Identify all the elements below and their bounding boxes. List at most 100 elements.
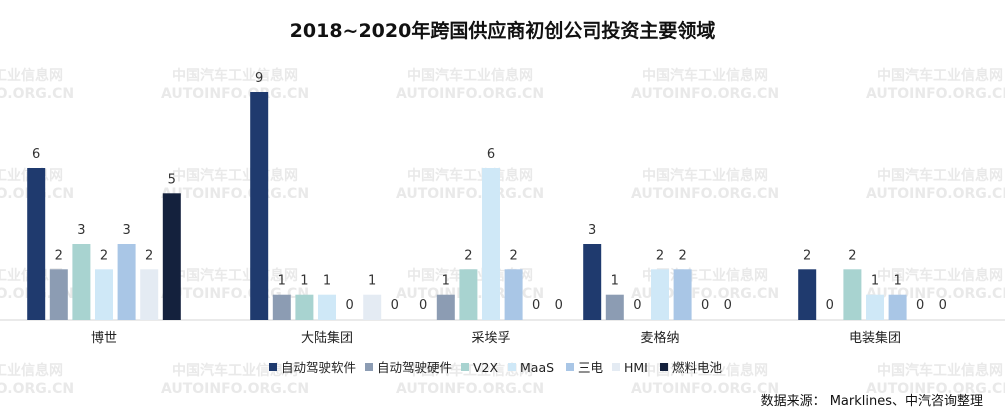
data-label: 5 — [168, 172, 176, 187]
bar — [436, 294, 455, 320]
category-label: 博世 — [91, 331, 117, 346]
legend-swatch — [612, 363, 620, 371]
data-label: 3 — [122, 223, 130, 238]
data-label: 2 — [803, 248, 811, 263]
data-label: 2 — [848, 248, 856, 263]
legend-swatch — [660, 363, 668, 371]
bar — [49, 269, 68, 320]
watermark-text: 中国汽车工业信息网 — [407, 167, 533, 184]
data-label: 1 — [323, 274, 331, 289]
source-note: 数据来源： Marklines、中汽咨询整理 — [760, 394, 983, 409]
legend-label: 燃料电池 — [672, 360, 723, 375]
data-label: 0 — [939, 298, 947, 313]
category-labels: 博世 大陆集团 采埃孚 麦格纳 电装集团 — [91, 330, 901, 346]
bar — [318, 294, 336, 320]
legend-label: 自动驾驶硬件 — [377, 360, 452, 375]
data-label: 3 — [77, 223, 85, 238]
watermark-text: AUTOINFO.ORG.CN — [0, 381, 74, 397]
watermark-text: AUTOINFO.ORG.CN — [866, 381, 1005, 397]
data-label: 0 — [345, 298, 353, 313]
chart-title: 2018~2020年跨国供应商初创公司投资主要领域 — [289, 20, 716, 42]
data-label: 0 — [724, 298, 732, 313]
watermark-text: 中国汽车工业信息网 — [877, 167, 1003, 184]
data-label: 1 — [300, 274, 308, 289]
bar — [250, 92, 269, 320]
legend-swatch — [461, 363, 469, 371]
watermark-text: 中国汽车工业信息网 — [407, 67, 533, 84]
bar — [651, 269, 669, 320]
watermark-text: 中国汽车工业信息网 — [877, 267, 1003, 284]
watermark-text: 中国汽车工业信息网 — [642, 67, 768, 84]
watermark-text: 中国汽车工业信息网 — [877, 67, 1003, 84]
data-label: 2 — [678, 248, 686, 263]
watermark-text: AUTOINFO.ORG.CN — [631, 86, 779, 102]
watermark-text: AUTOINFO.ORG.CN — [161, 186, 309, 202]
data-label: 0 — [555, 298, 563, 313]
watermark-text: 中国汽车工业信息网 — [172, 67, 298, 84]
watermark: 中国汽车工业信息网 AUTOINFO.ORG.CN 中国汽车工业信息网 AUTOINF… — [0, 67, 1005, 397]
category-label: 麦格纳 — [640, 330, 679, 346]
legend-label: MaaS — [520, 360, 554, 375]
data-label: 2 — [509, 248, 517, 263]
bar — [798, 269, 817, 320]
data-label: 1 — [611, 274, 619, 289]
watermark-text: AUTOINFO.ORG.CN — [631, 381, 779, 397]
bar — [866, 294, 884, 320]
data-label: 1 — [368, 274, 376, 289]
watermark-text: 中国汽车工业信息网 — [172, 167, 298, 184]
watermark-text: 中国汽车工业信息网 — [0, 67, 63, 84]
watermark-text: 中国汽车工业信息网 — [877, 362, 1003, 379]
data-label: 0 — [532, 298, 540, 313]
bar — [583, 244, 602, 320]
legend-label: HMI — [624, 360, 648, 375]
data-label: 1 — [871, 274, 879, 289]
legend-label: 自动驾驶软件 — [281, 360, 356, 375]
data-label: 3 — [588, 223, 596, 238]
bar — [140, 269, 159, 320]
data-label: 0 — [916, 298, 924, 313]
data-label: 0 — [391, 298, 399, 313]
data-label: 9 — [255, 71, 263, 86]
legend-swatch — [365, 363, 373, 371]
data-label: 1 — [442, 274, 450, 289]
bar — [459, 269, 478, 320]
data-label: 0 — [633, 298, 641, 313]
data-label: 0 — [419, 298, 427, 313]
data-label: 6 — [32, 147, 40, 162]
bar — [843, 269, 862, 320]
data-label: 6 — [487, 147, 495, 162]
data-label: 2 — [100, 248, 108, 263]
legend-label: 三电 — [578, 360, 604, 375]
bar — [482, 168, 500, 320]
legend-label: V2X — [473, 360, 499, 375]
bar — [504, 269, 523, 320]
data-label: 2 — [656, 248, 664, 263]
legend-swatch — [508, 363, 516, 371]
watermark-text: 中国汽车工业信息网 — [642, 362, 768, 379]
watermark-text: AUTOINFO.ORG.CN — [866, 86, 1005, 102]
bar — [363, 294, 382, 320]
data-label: 1 — [278, 274, 286, 289]
bar — [117, 244, 136, 320]
data-label: 1 — [893, 274, 901, 289]
bar — [673, 269, 692, 320]
watermark-text: AUTOINFO.ORG.CN — [396, 381, 544, 397]
data-label: 2 — [55, 248, 63, 263]
data-label: 0 — [701, 298, 709, 313]
watermark-text: AUTOINFO.ORG.CN — [396, 86, 544, 102]
watermark-text: 中国汽车工业信息网 — [642, 167, 768, 184]
bar — [295, 294, 314, 320]
bar — [272, 294, 291, 320]
watermark-text: 中国汽车工业信息网 — [172, 362, 298, 379]
legend-swatch — [269, 363, 277, 371]
watermark-text: AUTOINFO.ORG.CN — [0, 86, 74, 102]
data-label: 2 — [145, 248, 153, 263]
watermark-text: AUTOINFO.ORG.CN — [866, 186, 1005, 202]
watermark-text: 中国汽车工业信息网 — [0, 362, 63, 379]
watermark-text: AUTOINFO.ORG.CN — [396, 186, 544, 202]
watermark-text: 中国汽车工业信息网 — [407, 362, 533, 379]
watermark-text: AUTOINFO.ORG.CN — [866, 286, 1005, 302]
bar — [72, 244, 91, 320]
